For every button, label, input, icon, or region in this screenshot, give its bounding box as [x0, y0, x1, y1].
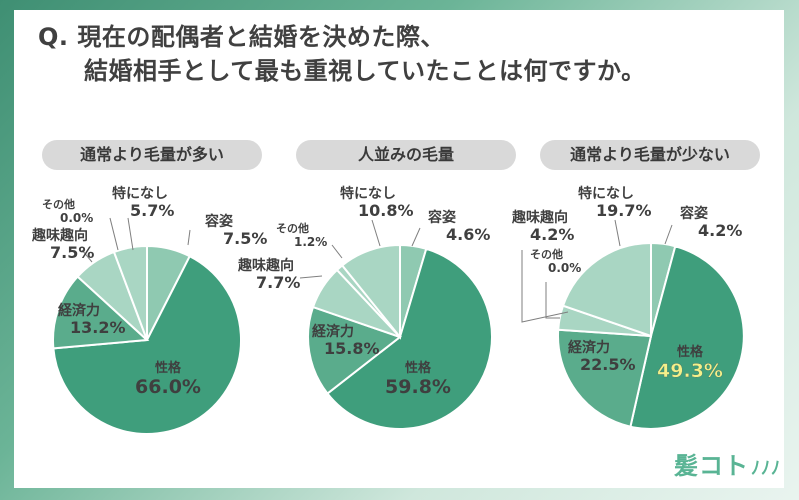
- slice-value-other: 1.2%: [294, 235, 327, 249]
- brand-logo-hair-mark: ﾉﾉﾉ: [751, 458, 781, 479]
- leader-line-other: [109, 217, 119, 251]
- slice-label-finance: 経済力: [58, 302, 100, 319]
- leader-line-appearance: [664, 224, 673, 245]
- slice-value-personality: 49.3%: [657, 360, 723, 382]
- chart-1-title: 通常より毛量が多い: [42, 140, 262, 170]
- leader-line-other: [331, 244, 343, 259]
- slice-value-other: 0.0%: [60, 211, 93, 225]
- leader-line-hobbies: [521, 250, 569, 323]
- slice-label-other: その他: [530, 247, 563, 261]
- slice-value-none: 10.8%: [358, 201, 414, 220]
- slice-label-appearance: 容姿: [204, 213, 234, 230]
- slice-value-hobbies: 7.5%: [50, 243, 94, 262]
- slice-value-personality: 59.8%: [385, 376, 451, 398]
- slice-value-other: 0.0%: [548, 261, 581, 275]
- slice-label-hobbies: 趣味趣向: [237, 257, 294, 274]
- pie-slice-personality: [52, 254, 243, 435]
- slice-label-finance: 経済力: [568, 339, 610, 356]
- leader-line-none: [371, 219, 381, 247]
- slice-value-appearance: 4.2%: [698, 221, 742, 240]
- slice-value-none: 19.7%: [596, 201, 652, 220]
- brand-logo: 髪コト ﾉﾉﾉ: [674, 446, 781, 481]
- slice-label-appearance: 容姿: [427, 209, 457, 226]
- slice-label-none: 特になし: [578, 185, 634, 202]
- question-line-1: Q. 現在の配偶者と結婚を決めた際、: [38, 23, 445, 51]
- pie-chart-3: 容姿4.2%性格49.3%経済力22.5%趣味趣向4.2%その他0.0%特になし…: [511, 185, 745, 430]
- leader-line-other: [545, 282, 560, 319]
- slice-value-personality: 66.0%: [135, 376, 201, 398]
- slice-label-personality: 性格: [155, 360, 182, 376]
- question-line-2: 結婚相手として最も重視していたことは何ですか。: [84, 57, 646, 85]
- pie-slice-personality: [326, 247, 493, 430]
- pie-slice-none: [112, 244, 148, 341]
- leader-line-hobbies: [81, 249, 93, 263]
- slice-value-finance: 13.2%: [70, 318, 126, 337]
- slice-label-other: その他: [42, 197, 75, 211]
- slice-value-hobbies: 7.7%: [256, 273, 300, 292]
- slice-label-personality: 性格: [405, 360, 432, 376]
- question-title: Q. 現在の配偶者と結婚を決めた際、 結婚相手として最も重視していたことは何です…: [38, 20, 758, 88]
- slice-label-personality: 性格: [677, 344, 704, 360]
- pie-slice-finance: [557, 328, 653, 428]
- leader-line-appearance: [411, 227, 421, 247]
- pie-slice-none: [340, 243, 401, 340]
- slice-label-none: 特になし: [112, 185, 168, 202]
- slice-value-hobbies: 4.2%: [530, 225, 574, 244]
- slice-label-none: 特になし: [340, 185, 396, 202]
- slice-label-appearance: 容姿: [679, 205, 709, 222]
- slice-value-none: 5.7%: [130, 201, 174, 220]
- slice-label-hobbies: 趣味趣向: [31, 227, 88, 244]
- leader-line-hobbies: [299, 275, 323, 279]
- chart-3-title: 通常より毛量が少ない: [540, 140, 760, 170]
- pie-slice-finance: [52, 275, 150, 350]
- slice-label-finance: 経済力: [312, 323, 354, 340]
- pie-slice-personality: [629, 245, 745, 430]
- slice-label-hobbies: 趣味趣向: [511, 209, 568, 226]
- pie-slice-none: [561, 241, 652, 338]
- slice-value-finance: 15.8%: [324, 339, 380, 358]
- pie-chart-1: 容姿7.5%性格66.0%経済力13.2%趣味趣向7.5%その他0.0%特になし…: [31, 185, 267, 435]
- slice-value-appearance: 7.5%: [223, 229, 267, 248]
- brand-logo-text: 髪コト: [674, 452, 749, 480]
- slice-label-other: その他: [276, 221, 309, 235]
- chart-2-title: 人並みの毛量: [296, 140, 516, 170]
- pie-slice-finance: [307, 305, 403, 395]
- leader-line-none: [127, 217, 134, 251]
- slice-value-finance: 22.5%: [580, 355, 636, 374]
- slice-value-appearance: 4.6%: [446, 225, 490, 244]
- leader-line-none: [614, 219, 621, 247]
- leader-line-appearance: [187, 229, 191, 246]
